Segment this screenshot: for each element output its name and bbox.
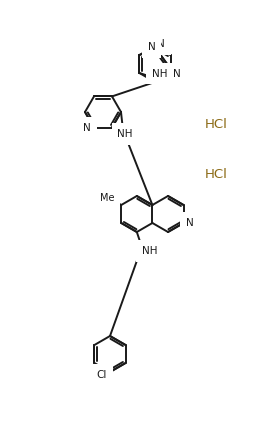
Text: HCl: HCl (205, 168, 228, 181)
Text: N: N (148, 43, 155, 53)
Text: NH: NH (142, 246, 158, 256)
Text: Cl: Cl (97, 370, 107, 380)
Text: N: N (186, 218, 194, 228)
Text: Me: Me (100, 193, 114, 203)
Text: NH: NH (117, 129, 133, 139)
Text: NH: NH (152, 69, 167, 79)
Text: HCl: HCl (205, 118, 228, 131)
Text: N: N (83, 122, 91, 133)
Text: N: N (173, 69, 180, 79)
Text: N: N (157, 39, 165, 49)
